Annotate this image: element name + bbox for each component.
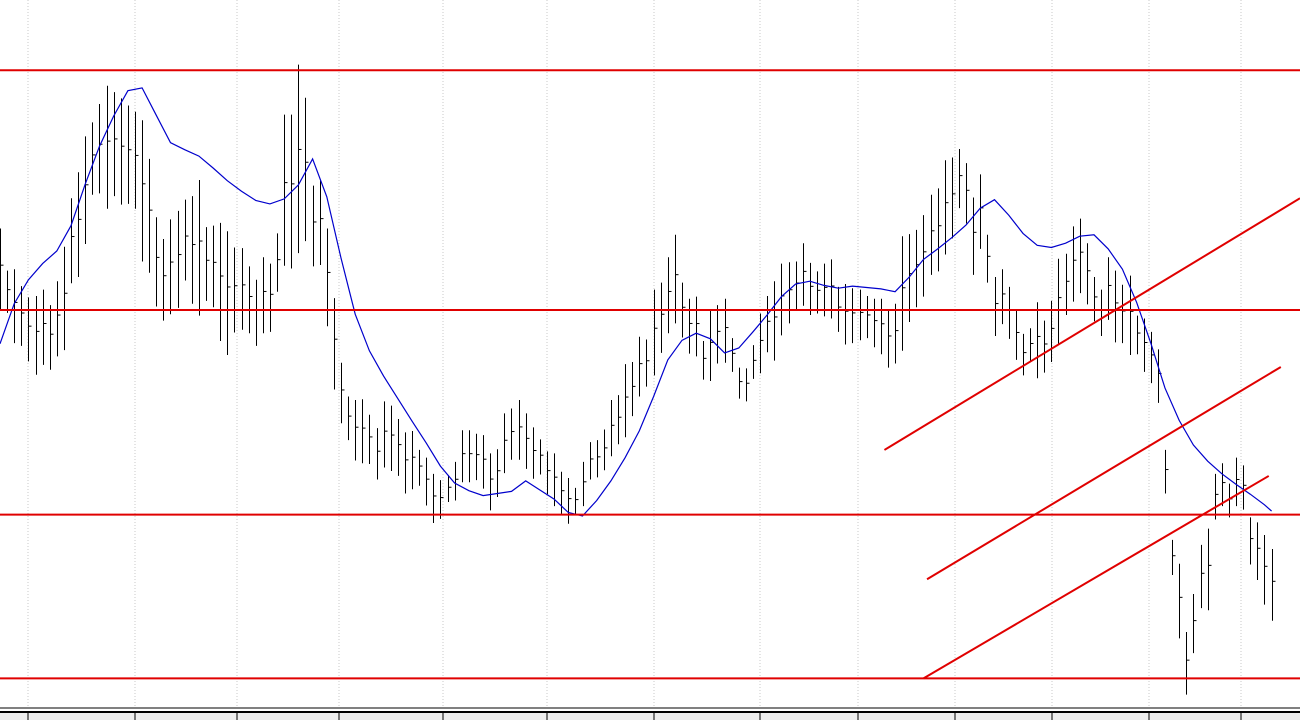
x-axis [0,707,1300,720]
channel-line-0 [883,197,1300,451]
moving-average-line [0,87,1272,517]
channel-line-2 [922,475,1270,680]
axis-strip [0,713,1300,720]
channel-line-1 [926,366,1282,581]
grid [27,0,1242,707]
moving-average [0,87,1272,517]
trend-lines [0,69,1300,680]
price-bars [0,64,1276,695]
